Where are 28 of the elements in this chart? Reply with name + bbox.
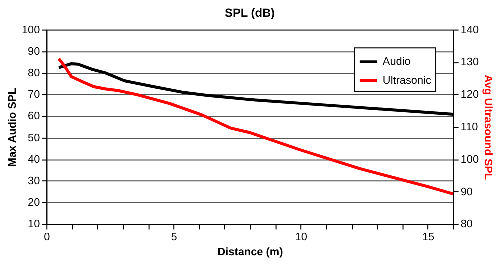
y-tick-label: 70 <box>28 89 40 102</box>
x-tick-label: 0 <box>44 232 50 244</box>
y-tick-label: 100 <box>22 24 40 36</box>
y2-axis-title: Avg Ultrasound SPL <box>482 75 494 180</box>
y2-tick-label: 120 <box>460 89 480 102</box>
y-tick-label: 80 <box>28 68 40 80</box>
y2-tick-label: 80 <box>460 218 473 231</box>
y2-tick-label: 100 <box>460 154 480 166</box>
legend-label: Audio <box>382 56 411 68</box>
y-tick-label: 50 <box>28 132 40 144</box>
y2-tick-label: 140 <box>460 24 480 36</box>
x-tick-label: 15 <box>422 232 435 244</box>
x-tick-label: 5 <box>171 232 178 244</box>
x-tick-label: 10 <box>295 232 308 244</box>
y-tick-label: 60 <box>28 110 40 123</box>
y-tick-label: 40 <box>28 154 40 166</box>
legend-label: Ultrasonic <box>382 74 432 87</box>
chart-title: SPL (dB) <box>225 6 276 20</box>
y2-tick-label: 130 <box>460 56 480 69</box>
y-tick-label: 10 <box>28 218 40 231</box>
line-series <box>58 57 455 196</box>
y-tick-label: 30 <box>28 176 40 188</box>
y-axis-title: Max Audio SPL <box>7 88 20 168</box>
x-axis-title: Distance (m) <box>218 246 284 259</box>
y2-tick-label: 110 <box>460 122 478 134</box>
y2-tick-label: 90 <box>460 186 473 198</box>
y-tick-label: 20 <box>28 197 40 210</box>
y-tick-label: 90 <box>28 46 40 58</box>
